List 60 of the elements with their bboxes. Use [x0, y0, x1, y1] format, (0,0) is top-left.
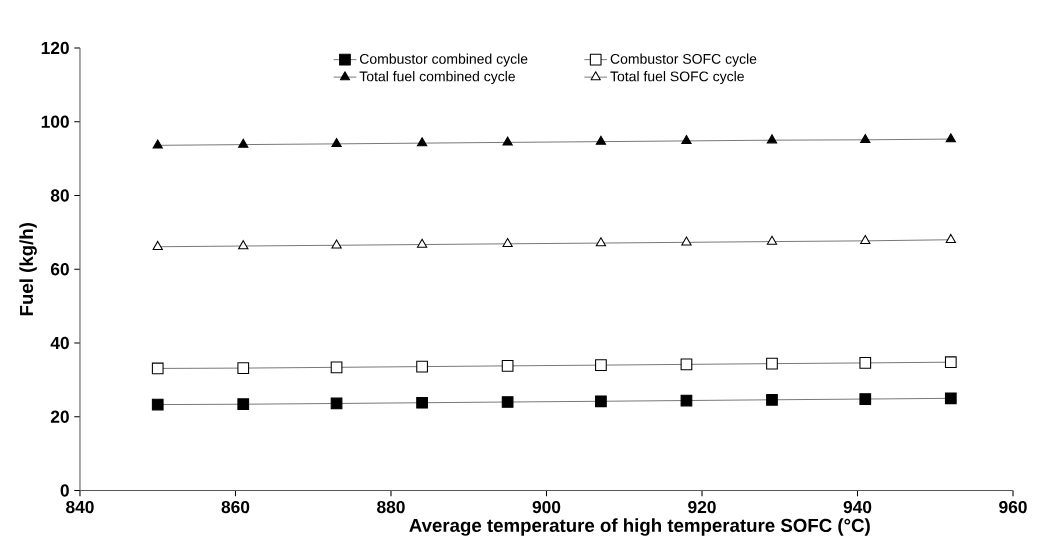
point [944, 392, 957, 405]
point [944, 356, 957, 368]
point [595, 359, 607, 371]
point [416, 396, 428, 409]
point [331, 239, 342, 249]
point [237, 362, 250, 374]
point [681, 236, 692, 246]
x-tick-label: 940 [843, 500, 872, 514]
point [152, 240, 163, 250]
point [238, 138, 249, 148]
point [416, 137, 428, 147]
x-tick-label: 920 [688, 500, 716, 514]
point [595, 237, 607, 247]
x-tick-label: 840 [66, 500, 94, 514]
point [766, 393, 778, 406]
point [945, 133, 956, 143]
y-tick-label: 120 [41, 41, 69, 55]
legend-label: Combustor combined cycle [359, 53, 528, 67]
point [416, 238, 428, 248]
point [859, 356, 872, 369]
point [237, 398, 250, 411]
point [151, 362, 164, 375]
point [330, 361, 343, 374]
point [501, 359, 514, 372]
point [860, 133, 871, 143]
y-tick-label: 100 [41, 115, 69, 128]
point [680, 358, 693, 371]
x-tick-label: 960 [999, 500, 1027, 514]
point [766, 235, 778, 245]
point [595, 395, 607, 408]
y-tick-label: 40 [50, 336, 69, 350]
x-tick-label: 900 [532, 500, 561, 514]
point [238, 240, 249, 250]
x-tick-label: 880 [377, 500, 405, 514]
point [766, 134, 778, 144]
y-axis-title: Fuel (kg/h) [19, 222, 37, 316]
point [151, 398, 164, 411]
legend-label: Combustor SOFC cycle [610, 53, 757, 67]
point [501, 396, 514, 408]
x-tick-label: 860 [221, 500, 250, 514]
y-tick-label: 60 [50, 263, 69, 276]
point [859, 393, 872, 405]
point [502, 237, 513, 247]
point [502, 136, 513, 146]
y-tick-label: 20 [50, 410, 69, 423]
point [681, 134, 692, 145]
point [860, 234, 871, 244]
point [330, 397, 343, 410]
point [595, 135, 607, 145]
point [766, 357, 778, 370]
point [331, 137, 342, 147]
legend-label: Total fuel SOFC cycle [610, 70, 744, 85]
point [680, 394, 693, 407]
point [152, 139, 163, 149]
y-tick-label: 80 [50, 189, 69, 202]
point [945, 233, 956, 243]
x-axis-title: Average temperature of high temperature SOFC (°C) [409, 518, 870, 536]
y-tick-label: 0 [60, 484, 69, 497]
legend-label: Total fuel combined cycle [359, 70, 515, 85]
point [416, 360, 428, 373]
